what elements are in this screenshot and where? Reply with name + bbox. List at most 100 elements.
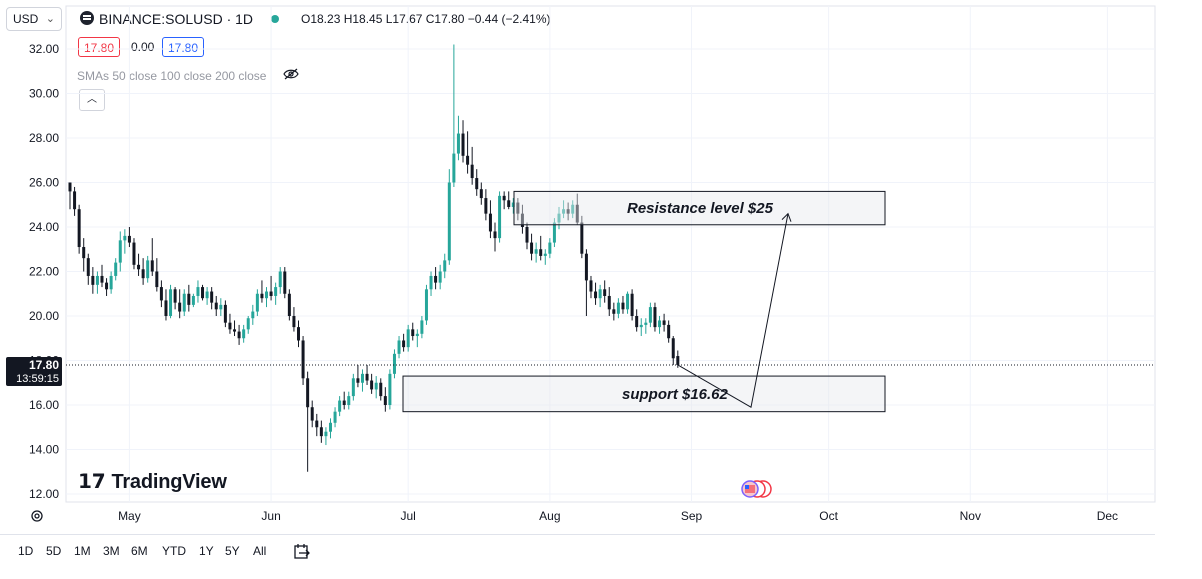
range-button-6m[interactable]: 6M bbox=[131, 544, 148, 558]
x-tick-label: Oct bbox=[819, 509, 838, 523]
candle-body bbox=[589, 280, 593, 292]
price-tag-bg bbox=[6, 356, 62, 386]
candle-body bbox=[319, 427, 323, 437]
events-flag-icon[interactable] bbox=[733, 479, 773, 499]
candle-body bbox=[77, 209, 81, 248]
range-button-1d[interactable]: 1D bbox=[18, 544, 34, 558]
candle-body bbox=[242, 329, 246, 339]
candle-body bbox=[360, 373, 364, 383]
candle-body bbox=[534, 249, 538, 254]
y-tick-label: 20.00 bbox=[29, 309, 59, 323]
candle-body bbox=[292, 316, 296, 328]
candle-body bbox=[434, 275, 438, 283]
candle-body bbox=[265, 291, 269, 299]
symbol-title[interactable]: BINANCE:SOLUSD · 1D bbox=[99, 11, 254, 27]
candle-body bbox=[132, 242, 136, 265]
candle-body bbox=[338, 400, 342, 412]
support-box[interactable] bbox=[402, 375, 886, 413]
range-button-ytd[interactable]: YTD bbox=[162, 544, 186, 558]
candle-body bbox=[178, 302, 182, 312]
candle-body bbox=[392, 353, 396, 374]
candle-body bbox=[530, 242, 534, 254]
candle-body bbox=[626, 293, 630, 310]
range-button-3m[interactable]: 3M bbox=[103, 544, 120, 558]
candle-body bbox=[100, 275, 104, 283]
price-chart[interactable]: 12.0014.0016.0018.0020.0022.0024.0026.00… bbox=[0, 0, 1202, 534]
candle-body bbox=[621, 302, 625, 310]
candle-body bbox=[374, 382, 378, 390]
countdown-label: 13:59:15 bbox=[16, 373, 59, 385]
date-range-icon[interactable] bbox=[293, 542, 311, 560]
candle-body bbox=[470, 164, 474, 179]
candle-body bbox=[635, 316, 639, 328]
tradingview-mark-icon: 𝟭𝟳 bbox=[78, 471, 106, 493]
candle-body bbox=[328, 422, 332, 432]
range-button-1y[interactable]: 1Y bbox=[199, 544, 214, 558]
candle-body bbox=[653, 307, 657, 328]
candle-body bbox=[310, 407, 314, 421]
candle-body bbox=[86, 258, 90, 276]
candle-body bbox=[671, 338, 675, 359]
x-tick-label: Jul bbox=[401, 509, 416, 523]
candle-body bbox=[246, 318, 250, 330]
candle-body bbox=[205, 291, 209, 299]
candle-body bbox=[251, 311, 255, 319]
candle-body bbox=[648, 307, 652, 323]
eye-hidden-icon[interactable] bbox=[283, 68, 299, 80]
spread-value: 0.00 bbox=[131, 40, 155, 54]
current-price-label: 17.80 bbox=[29, 358, 59, 372]
candle-body bbox=[219, 304, 223, 310]
candle-body bbox=[370, 380, 374, 390]
candle-body bbox=[616, 302, 620, 314]
buy-button[interactable]: 17.80 bbox=[162, 37, 205, 57]
candle-body bbox=[274, 287, 278, 296]
indicator-legend[interactable]: SMAs 50 close 100 close 200 close bbox=[77, 69, 267, 83]
candle-body bbox=[159, 287, 163, 301]
candle-body bbox=[479, 189, 483, 199]
candle-body bbox=[429, 275, 433, 290]
candle-body bbox=[191, 295, 195, 305]
y-tick-label: 12.00 bbox=[29, 487, 59, 501]
collapse-legend-button[interactable]: ︿ bbox=[79, 89, 105, 111]
candle-body bbox=[109, 275, 113, 290]
candle-body bbox=[411, 329, 415, 337]
currency-label: USD bbox=[13, 12, 39, 26]
candle-body bbox=[525, 227, 529, 243]
candle-body bbox=[255, 293, 259, 312]
sell-button[interactable]: 17.80 bbox=[78, 37, 121, 57]
candle-body bbox=[260, 293, 264, 299]
y-tick-label: 16.00 bbox=[29, 398, 59, 412]
y-tick-label: 28.00 bbox=[29, 131, 59, 145]
candle-body bbox=[466, 155, 470, 165]
candle-body bbox=[388, 373, 392, 405]
candle-body bbox=[516, 202, 520, 214]
candle-body bbox=[278, 271, 282, 288]
candle-body bbox=[630, 293, 634, 316]
candle-body bbox=[424, 289, 428, 321]
candle-body bbox=[237, 331, 241, 339]
candle-body bbox=[580, 222, 584, 254]
y-tick-label: 22.00 bbox=[29, 265, 59, 279]
candle-body bbox=[141, 269, 145, 279]
candle-body bbox=[461, 133, 465, 156]
arrow-head bbox=[781, 212, 792, 222]
gear-icon[interactable] bbox=[30, 509, 44, 523]
candle-body bbox=[571, 204, 575, 214]
candle-body bbox=[68, 182, 72, 192]
range-button-5d[interactable]: 5D bbox=[46, 544, 62, 558]
range-button-all[interactable]: All bbox=[253, 544, 267, 558]
candle-body bbox=[520, 213, 524, 227]
range-button-5y[interactable]: 5Y bbox=[225, 544, 240, 558]
candle-body bbox=[118, 240, 122, 263]
candle-body bbox=[146, 260, 150, 279]
tradingview-logo[interactable]: 𝟭𝟳 TradingView bbox=[78, 469, 227, 494]
currency-select[interactable]: USD ⌄ bbox=[6, 7, 62, 31]
range-button-1m[interactable]: 1M bbox=[74, 544, 91, 558]
candle-body bbox=[283, 271, 287, 294]
candle-body bbox=[301, 340, 305, 379]
candle-body bbox=[402, 340, 406, 348]
candle-body bbox=[351, 378, 355, 397]
resistance-box[interactable] bbox=[513, 190, 886, 226]
candle-body bbox=[228, 322, 232, 330]
candle-body bbox=[420, 320, 424, 334]
